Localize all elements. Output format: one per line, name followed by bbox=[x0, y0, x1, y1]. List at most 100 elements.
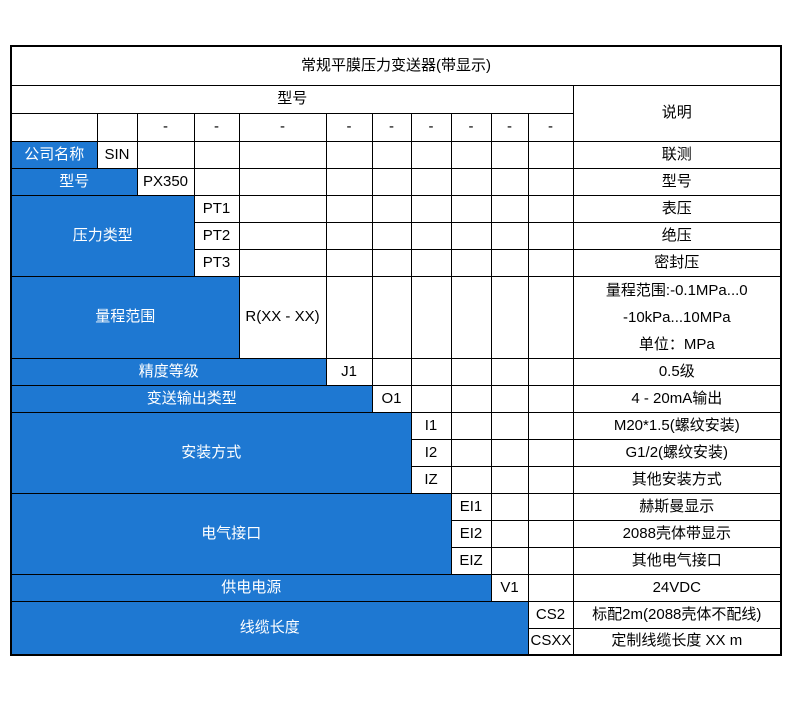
power-supply-label: 供电电源 bbox=[10, 573, 492, 602]
empty-cell bbox=[527, 248, 574, 277]
cable-length-label: 线缆长度 bbox=[10, 600, 529, 656]
dash-cell: - bbox=[325, 112, 373, 142]
cable-option-desc: 定制线缆长度 XX m bbox=[572, 627, 782, 656]
empty-cell bbox=[410, 167, 452, 196]
range-label: 量程范围 bbox=[10, 275, 240, 359]
accuracy-code: J1 bbox=[325, 357, 373, 386]
empty-cell bbox=[410, 140, 452, 169]
empty-cell bbox=[325, 248, 373, 277]
dash-cell: - bbox=[136, 112, 195, 142]
output-desc: 4 - 20mA输出 bbox=[572, 384, 782, 413]
empty-cell bbox=[450, 194, 492, 223]
company-code: SIN bbox=[96, 140, 138, 169]
empty-cell bbox=[490, 492, 529, 521]
empty-cell bbox=[450, 140, 492, 169]
empty-cell bbox=[490, 248, 529, 277]
electrical-option-desc: 2088壳体带显示 bbox=[572, 519, 782, 548]
empty-cell bbox=[410, 275, 452, 359]
empty-cell bbox=[527, 194, 574, 223]
accuracy-label: 精度等级 bbox=[10, 357, 327, 386]
range-desc: 量程范围:-0.1MPa...0 -10kPa...10MPa 单位：MPa bbox=[572, 275, 782, 359]
empty-cell bbox=[490, 546, 529, 575]
installation-option-code: I2 bbox=[410, 438, 452, 467]
pressure-option-code: PT3 bbox=[193, 248, 240, 277]
empty-cell bbox=[490, 140, 529, 169]
empty-cell bbox=[96, 112, 138, 142]
pressure-option-code: PT1 bbox=[193, 194, 240, 223]
empty-cell bbox=[325, 275, 373, 359]
empty-cell bbox=[450, 221, 492, 250]
electrical-interface-label: 电气接口 bbox=[10, 492, 452, 575]
output-code: O1 bbox=[371, 384, 412, 413]
empty-cell bbox=[136, 140, 195, 169]
output-type-label: 变送输出类型 bbox=[10, 384, 373, 413]
empty-cell bbox=[527, 519, 574, 548]
company-name-label: 公司名称 bbox=[10, 140, 98, 169]
empty-cell bbox=[410, 248, 452, 277]
electrical-option-desc: 其他电气接口 bbox=[572, 546, 782, 575]
model-code: PX350 bbox=[136, 167, 195, 196]
empty-cell bbox=[410, 194, 452, 223]
empty-cell bbox=[238, 167, 327, 196]
empty-cell bbox=[527, 411, 574, 440]
installation-label: 安装方式 bbox=[10, 411, 412, 494]
empty-cell bbox=[490, 167, 529, 196]
dash-cell: - bbox=[450, 112, 492, 142]
pressure-option-desc: 密封压 bbox=[572, 248, 782, 277]
empty-cell bbox=[490, 357, 529, 386]
empty-cell bbox=[450, 411, 492, 440]
installation-option-desc: G1/2(螺纹安装) bbox=[572, 438, 782, 467]
empty-cell bbox=[450, 248, 492, 277]
description-header: 说明 bbox=[572, 84, 782, 142]
installation-option-code: IZ bbox=[410, 465, 452, 494]
empty-cell bbox=[238, 248, 327, 277]
power-code: V1 bbox=[490, 573, 529, 602]
range-code: R(XX - XX) bbox=[238, 275, 327, 359]
electrical-option-code: EI1 bbox=[450, 492, 492, 521]
dash-cell: - bbox=[490, 112, 529, 142]
dash-cell: - bbox=[371, 112, 412, 142]
pressure-option-code: PT2 bbox=[193, 221, 240, 250]
empty-cell bbox=[325, 140, 373, 169]
empty-cell bbox=[410, 221, 452, 250]
installation-option-desc: 其他安装方式 bbox=[572, 465, 782, 494]
model-header: 型号 bbox=[10, 84, 574, 114]
empty-cell bbox=[238, 221, 327, 250]
empty-cell bbox=[527, 167, 574, 196]
empty-cell bbox=[490, 221, 529, 250]
empty-cell bbox=[527, 492, 574, 521]
pressure-option-desc: 绝压 bbox=[572, 221, 782, 250]
empty-cell bbox=[527, 357, 574, 386]
empty-cell bbox=[10, 112, 98, 142]
empty-cell bbox=[410, 384, 452, 413]
empty-cell bbox=[450, 275, 492, 359]
accuracy-desc: 0.5级 bbox=[572, 357, 782, 386]
empty-cell bbox=[371, 140, 412, 169]
empty-cell bbox=[325, 194, 373, 223]
empty-cell bbox=[325, 221, 373, 250]
empty-cell bbox=[527, 275, 574, 359]
electrical-option-desc: 赫斯曼显示 bbox=[572, 492, 782, 521]
empty-cell bbox=[371, 194, 412, 223]
empty-cell bbox=[527, 140, 574, 169]
dash-cell: - bbox=[527, 112, 574, 142]
empty-cell bbox=[450, 167, 492, 196]
range-desc-line: 量程范围:-0.1MPa...0 bbox=[605, 281, 748, 299]
model-label: 型号 bbox=[10, 167, 138, 196]
installation-option-code: I1 bbox=[410, 411, 452, 440]
empty-cell bbox=[527, 573, 574, 602]
power-desc: 24VDC bbox=[572, 573, 782, 602]
empty-cell bbox=[238, 140, 327, 169]
empty-cell bbox=[193, 140, 240, 169]
empty-cell bbox=[527, 384, 574, 413]
dash-cell: - bbox=[238, 112, 327, 142]
empty-cell bbox=[371, 248, 412, 277]
empty-cell bbox=[527, 438, 574, 467]
empty-cell bbox=[490, 465, 529, 494]
empty-cell bbox=[490, 519, 529, 548]
empty-cell bbox=[371, 167, 412, 196]
dash-cell: - bbox=[193, 112, 240, 142]
pressure-option-desc: 表压 bbox=[572, 194, 782, 223]
empty-cell bbox=[371, 275, 412, 359]
